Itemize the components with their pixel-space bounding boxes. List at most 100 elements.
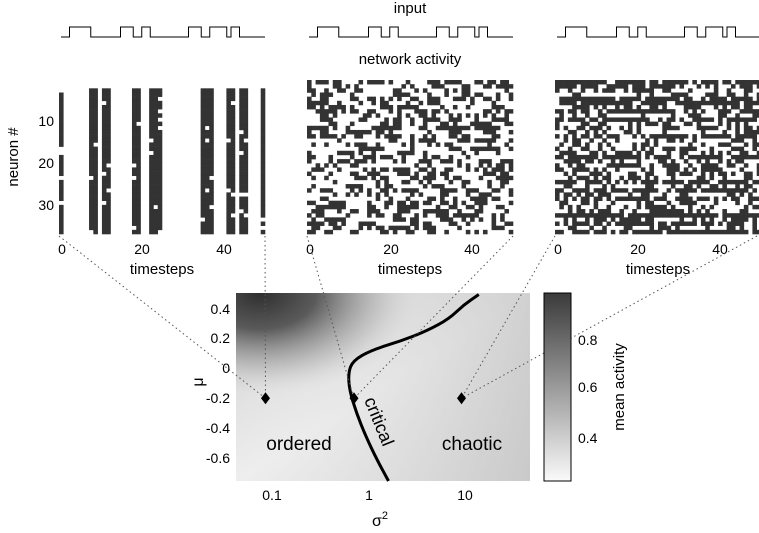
raster-cell: [204, 117, 210, 122]
ordered-region-label: ordered: [266, 434, 332, 455]
raster-cell: [136, 225, 141, 231]
raster-cell: [153, 150, 159, 156]
raster-cell: [491, 117, 497, 122]
raster-cell: [375, 142, 381, 147]
raster-cell: [324, 96, 329, 102]
raster-cell: [401, 188, 407, 193]
raster-cell: [610, 109, 616, 114]
raster-cell: [243, 204, 249, 210]
raster-cell: [136, 204, 141, 210]
raster-cell: [243, 88, 249, 93]
raster-cell: [555, 229, 560, 235]
raster-cell: [713, 92, 719, 97]
raster-cell: [567, 184, 573, 189]
raster-cell: [200, 134, 206, 139]
raster-cell: [735, 125, 740, 131]
raster-cell: [623, 84, 629, 89]
raster-cell: [487, 184, 492, 189]
raster-cell: [397, 150, 402, 156]
raster-cell: [358, 117, 364, 122]
raster-cell: [457, 159, 462, 164]
raster-cell: [593, 134, 599, 139]
raster-cell: [461, 217, 467, 222]
raster-cell: [756, 109, 759, 114]
raster-cell: [332, 179, 338, 185]
raster-cell: [149, 92, 154, 97]
raster-cell: [93, 179, 98, 185]
raster-cell: [59, 154, 64, 160]
raster-cell: [444, 171, 449, 177]
raster-cell: [756, 204, 759, 210]
raster-cell: [101, 129, 107, 135]
raster-cell: [106, 179, 111, 185]
raster-cell: [713, 213, 719, 218]
raster-cell: [59, 104, 64, 110]
raster-cell: [401, 179, 407, 185]
raster-cell: [627, 80, 633, 85]
raster-cell: [700, 175, 706, 181]
raster-cell: [756, 96, 759, 102]
raster-cell: [482, 138, 488, 143]
raster-cell: [597, 100, 603, 106]
raster-cell: [585, 175, 590, 181]
raster-cell: [157, 121, 163, 127]
raster-cell: [243, 96, 249, 102]
raster-cell: [230, 196, 236, 201]
raster-cell: [705, 117, 710, 122]
raster-cell: [692, 221, 697, 226]
raster-cell: [354, 159, 359, 164]
raster-cell: [101, 113, 107, 118]
raster-cell: [384, 200, 389, 206]
raster-cell: [508, 229, 514, 235]
raster-cell: [722, 142, 727, 147]
raster-cell: [153, 129, 159, 135]
raster-cell: [405, 92, 411, 97]
raster-cell: [101, 188, 107, 193]
raster-cell: [131, 129, 137, 135]
raster-cell: [345, 192, 351, 197]
raster-cell: [666, 225, 672, 231]
raster-cell: [743, 80, 749, 85]
raster-cell: [243, 146, 249, 152]
raster-cell: [666, 209, 672, 214]
raster-cell: [718, 221, 723, 226]
raster-cell: [230, 225, 236, 231]
raster-cell: [658, 159, 663, 164]
raster-cell: [743, 104, 749, 110]
raster-cell: [627, 100, 633, 106]
raster-cell: [332, 84, 338, 89]
raster-cell: [204, 92, 210, 97]
raster-cell: [384, 117, 389, 122]
raster-cell: [487, 159, 492, 164]
raster-cell: [153, 196, 159, 201]
raster-cell: [743, 121, 749, 127]
raster-cell: [619, 100, 624, 106]
raster-cell: [230, 142, 236, 147]
raster-cell: [349, 150, 355, 156]
raster-cell: [136, 171, 141, 177]
raster-cell: [405, 179, 411, 185]
raster-cell: [157, 192, 163, 197]
raster-cell: [739, 150, 745, 156]
raster-cell: [478, 92, 484, 97]
raster-cell: [354, 229, 359, 235]
raster-cell: [401, 142, 407, 147]
raster-cell: [410, 192, 415, 197]
raster-cell: [59, 159, 64, 164]
raster-cell: [718, 121, 723, 127]
raster-cell: [149, 200, 154, 206]
raster-cell: [153, 229, 159, 235]
raster-cell: [392, 134, 398, 139]
raster-cell: [422, 221, 428, 226]
raster-cell: [319, 129, 325, 135]
raster-cell: [653, 138, 659, 143]
raster-cell: [670, 167, 676, 172]
raster-cell: [567, 117, 573, 122]
raster-cell: [136, 209, 141, 214]
raster-cell: [683, 171, 689, 177]
raster-cell: [200, 159, 206, 164]
raster-cell: [567, 80, 573, 85]
raster-cell: [597, 142, 603, 147]
raster-cell: [636, 117, 642, 122]
raster-cell: [619, 188, 624, 193]
